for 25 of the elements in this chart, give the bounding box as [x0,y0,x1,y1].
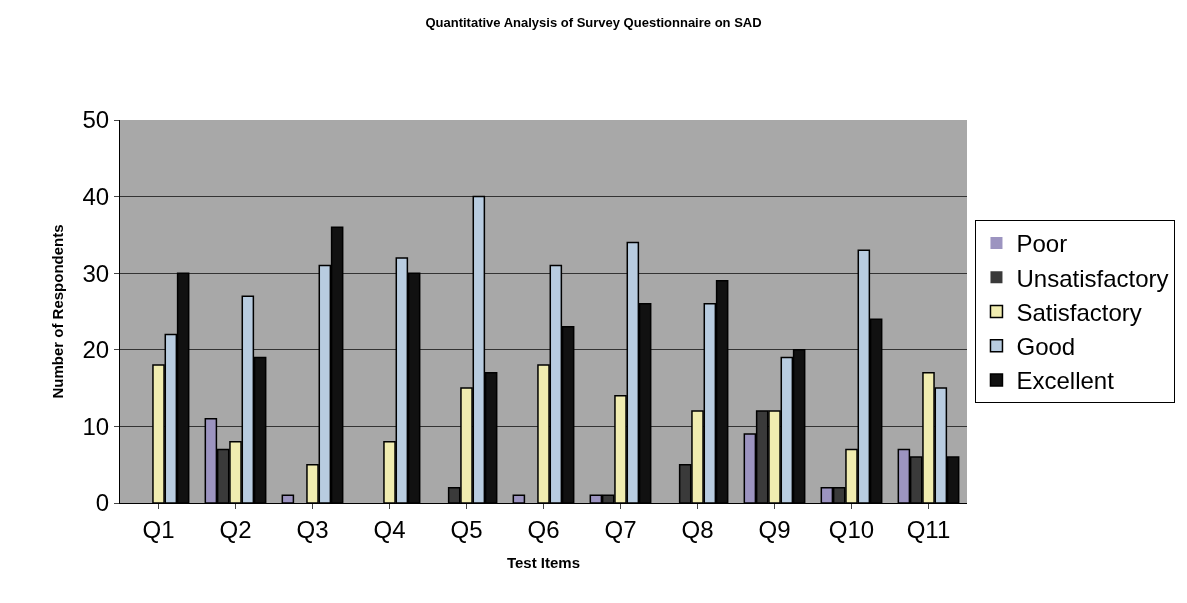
y-tick-label: 20 [82,336,110,364]
legend-label: Poor [1016,230,1068,258]
y-tick-label: 10 [82,412,110,440]
legend-label: Unsatisfactory [1016,264,1169,292]
x-tick-label: Q8 [681,515,714,543]
y-tick-label: 0 [95,489,110,517]
x-axis-title: Test Items [506,553,581,571]
x-tick-label: Q5 [450,515,483,543]
y-tick-label: 40 [82,183,110,210]
x-tick-label: Q2 [219,515,252,543]
x-tick-label: Q10 [828,515,875,543]
x-tick-label: Q4 [373,515,406,543]
legend-label: Good [1016,333,1076,361]
x-tick-label: Q3 [296,515,329,543]
x-tick-label: Q6 [527,515,560,543]
chart-title: Quantitative Analysis of Survey Questionnaire on SAD [425,15,762,31]
x-tick-label: Q7 [604,515,637,543]
y-tick-label: 30 [82,259,110,287]
y-axis-title: Number of Respondents [48,224,66,399]
x-tick-label: Q11 [906,515,951,543]
legend-label: Excellent [1016,367,1115,395]
x-tick-label: Q9 [758,515,791,543]
x-tick-label: Q1 [142,515,175,543]
y-tick-label: 50 [82,106,110,134]
legend-label: Satisfactory [1016,298,1142,326]
